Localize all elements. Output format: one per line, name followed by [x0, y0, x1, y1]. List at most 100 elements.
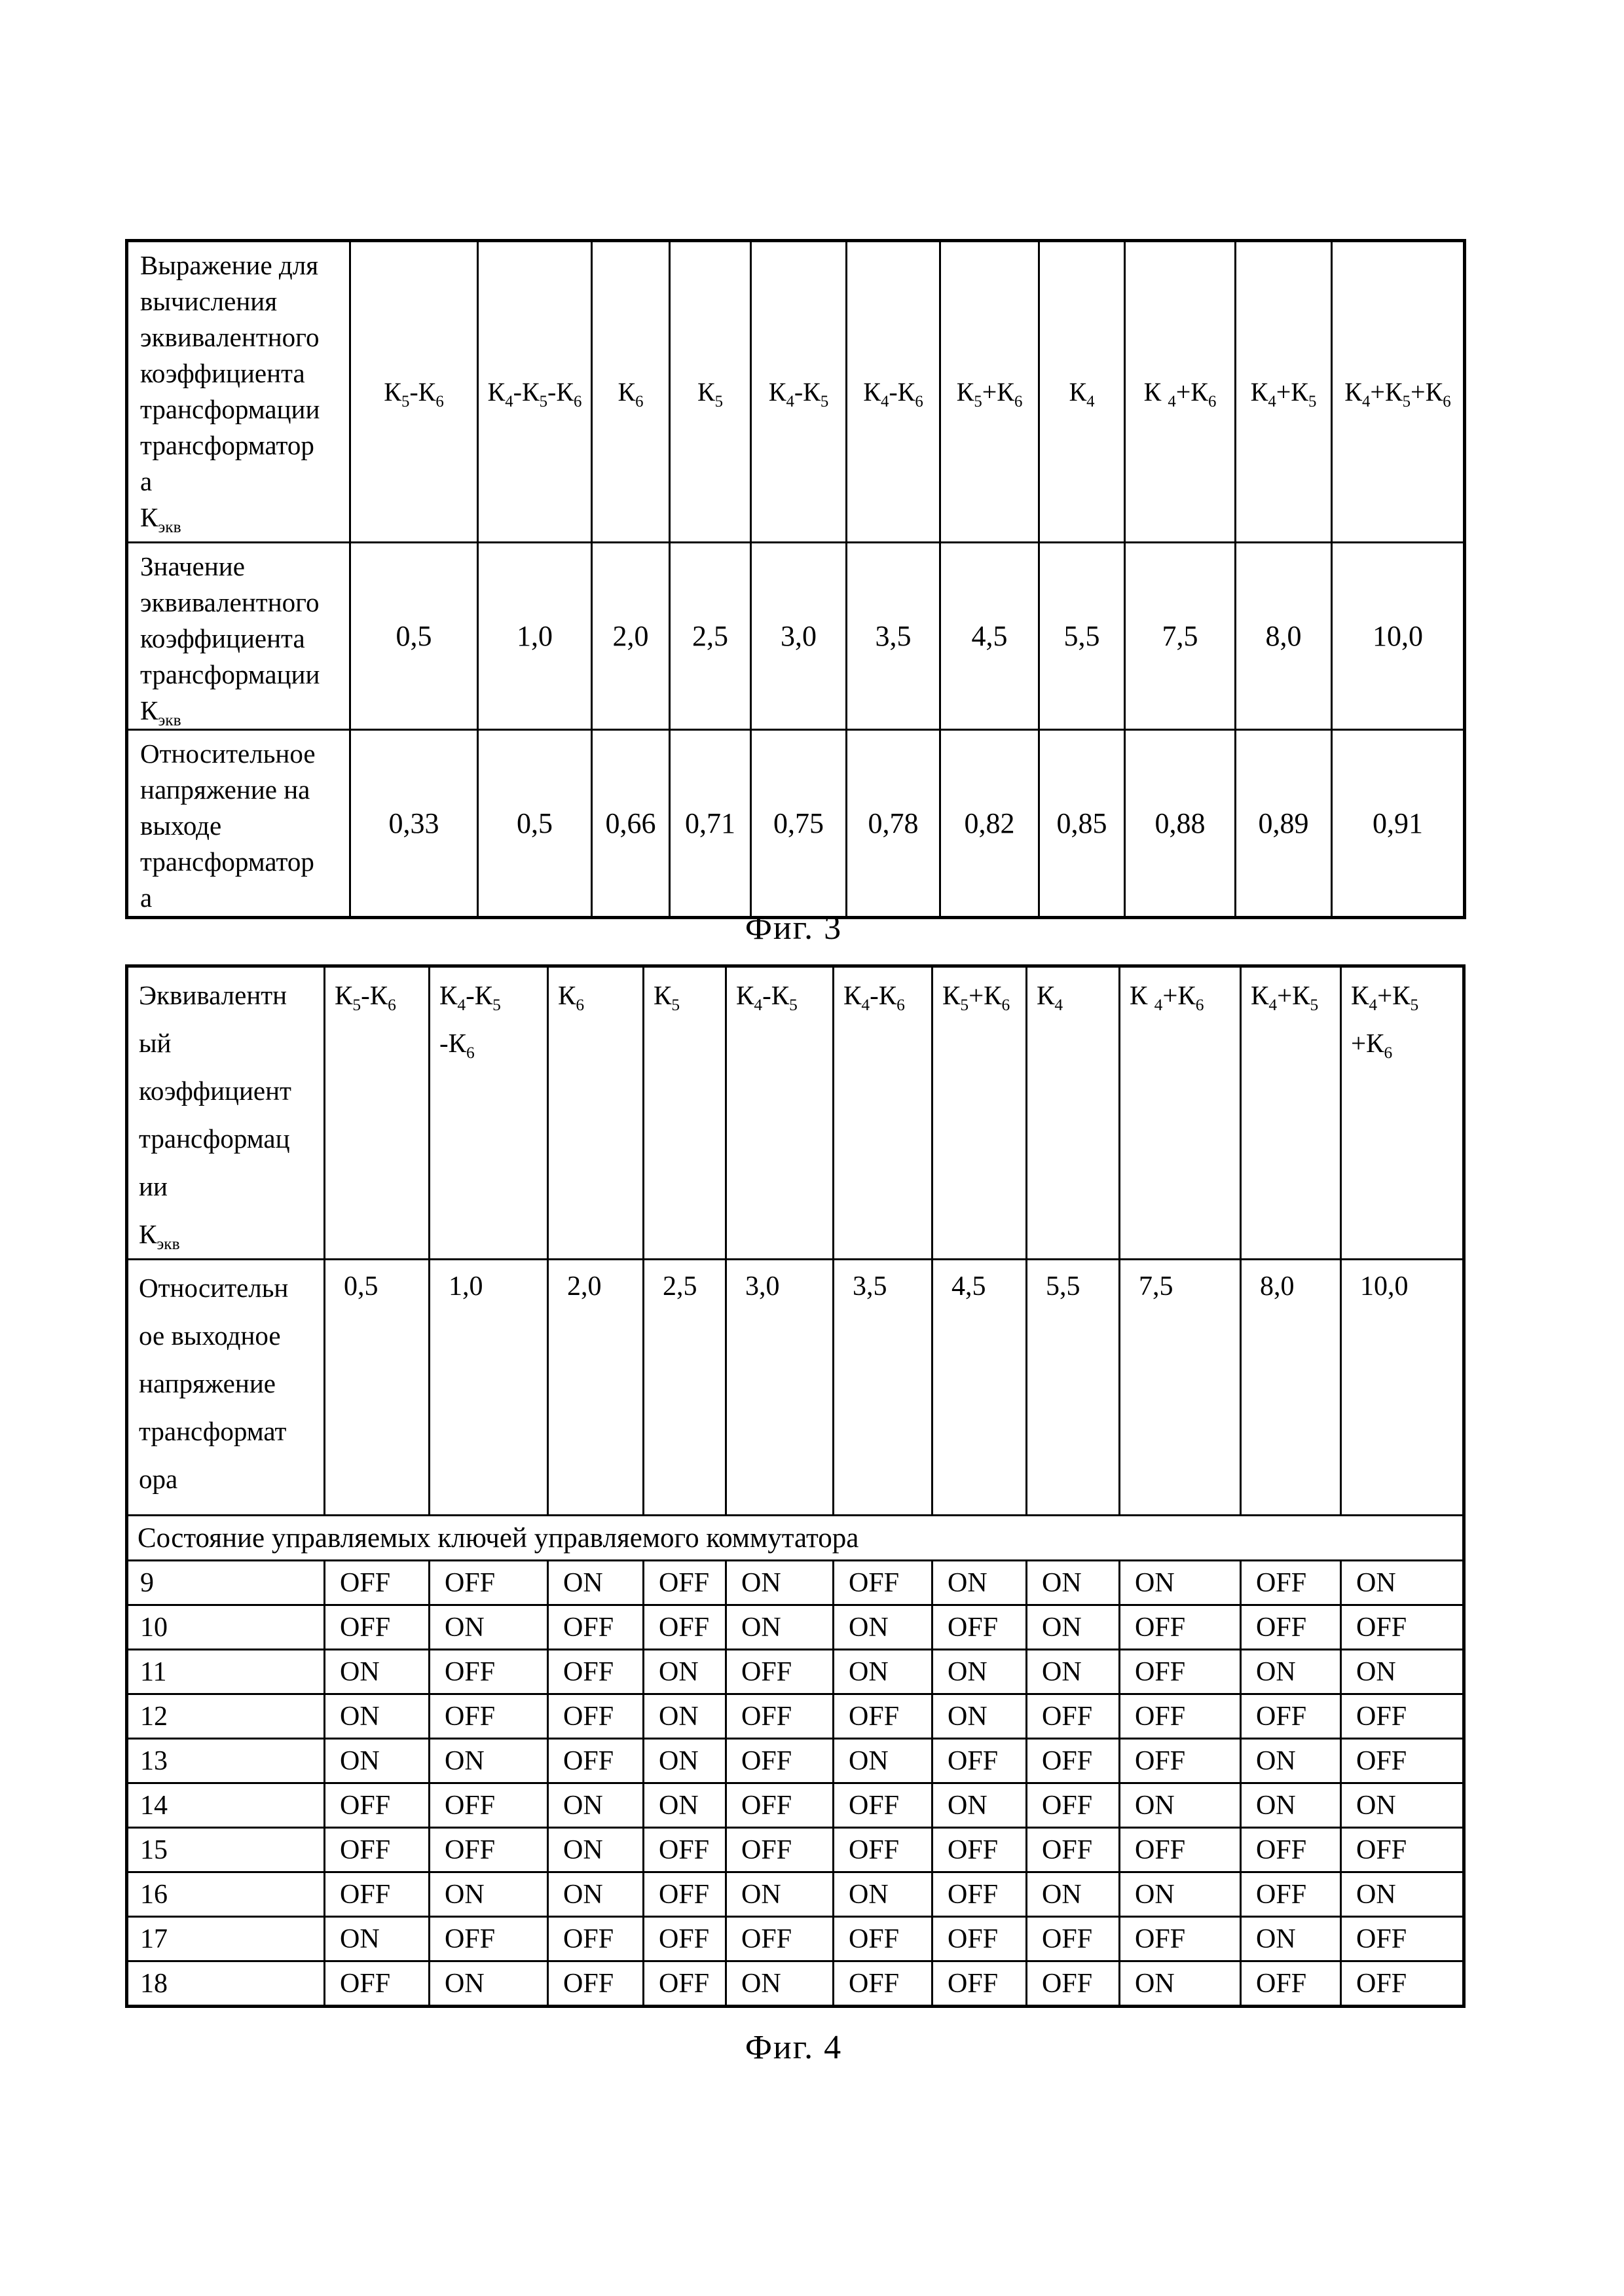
switch-state-cell: OFF: [725, 1827, 834, 1873]
switch-state-cell: ON: [323, 1693, 430, 1740]
column-header: К4-К5: [725, 965, 834, 1260]
switch-state-cell: ON: [642, 1693, 727, 1740]
switch-state-cell: OFF: [1118, 1738, 1242, 1784]
fig3-caption: Фиг. 3: [745, 909, 843, 947]
switch-state-cell: OFF: [1240, 1604, 1342, 1650]
switch-row: 18 OFF ON OFF OFF ON OFF OFF OFF ON OFF OFF: [126, 1960, 1465, 2007]
value-cell: 0,78: [845, 729, 941, 919]
label-line: эквивалентного: [140, 322, 320, 352]
column-header: К4-К5-К6: [477, 240, 593, 543]
label-line: напряжение: [139, 1368, 276, 1398]
value-cell: 4,5: [931, 1258, 1027, 1516]
switch-number: 14: [126, 1782, 325, 1829]
switch-state-cell: OFF: [1240, 1871, 1342, 1918]
switch-state-cell: OFF: [725, 1693, 834, 1740]
switch-state-cell: OFF: [1240, 1827, 1342, 1873]
switch-state-cell: ON: [725, 1604, 834, 1650]
switch-state-cell: ON: [1340, 1649, 1465, 1695]
switch-state-cell: ON: [1118, 1782, 1242, 1829]
switch-state-cell: OFF: [931, 1960, 1027, 2007]
label-line: коэффициент: [139, 1076, 291, 1106]
value-cell: 3,5: [832, 1258, 933, 1516]
switch-state-cell: OFF: [1118, 1827, 1242, 1873]
label-line: К4-К5: [439, 980, 501, 1015]
column-header: К4+К5+К6: [1331, 240, 1466, 543]
switch-state-cell: OFF: [725, 1738, 834, 1784]
switch-state-cell: OFF: [323, 1871, 430, 1918]
value-cell: 0,66: [591, 729, 671, 919]
switch-state-cell: ON: [428, 1738, 549, 1784]
switch-state-cell: OFF: [642, 1871, 727, 1918]
label-line: Относительное: [140, 738, 316, 769]
switch-state-cell: OFF: [547, 1738, 644, 1784]
switch-state-cell: OFF: [1340, 1738, 1465, 1784]
switch-state-cell: OFF: [1025, 1738, 1120, 1784]
label-line: К5-К6: [335, 980, 396, 1015]
switch-row: 15 OFF OFF ON OFF OFF OFF OFF OFF OFF OFF OFF: [126, 1827, 1465, 1873]
switch-state-cell: OFF: [1240, 1960, 1342, 2007]
value-cell: 7,5: [1124, 541, 1236, 731]
label-line: ии: [139, 1171, 168, 1201]
label-line: -К6: [439, 1028, 475, 1063]
label-line: трансформатор: [140, 430, 314, 460]
switch-state-cell: ON: [1025, 1559, 1120, 1606]
fig3-table: Выражение для вычисления эквивалентного коэ…: [125, 239, 1466, 919]
switch-state-cell: ON: [1240, 1649, 1342, 1695]
column-header: К4-К5 -К6: [428, 965, 549, 1260]
switch-number: 17: [126, 1916, 325, 1962]
switch-state-cell: OFF: [725, 1649, 834, 1695]
row-label: Эквивалентн ый коэффициент трансформац ии Кэк…: [126, 965, 325, 1260]
switch-state-cell: OFF: [931, 1827, 1027, 1873]
switch-state-cell: OFF: [1025, 1782, 1120, 1829]
switch-state-cell: ON: [1118, 1960, 1242, 2007]
label-line: трансформации: [140, 394, 320, 424]
column-header: К4+К5: [1240, 965, 1342, 1260]
switch-state-cell: OFF: [642, 1916, 727, 1962]
switch-state-cell: ON: [931, 1693, 1027, 1740]
label-line: Кэкв: [140, 695, 181, 730]
label-line: ый: [139, 1028, 172, 1058]
column-header: К5-К6: [323, 965, 430, 1260]
switch-state-cell: OFF: [428, 1916, 549, 1962]
switch-state-cell: OFF: [642, 1960, 727, 2007]
switch-number: 9: [126, 1559, 325, 1606]
label-line: К5: [654, 980, 680, 1015]
switch-state-cell: ON: [428, 1960, 549, 2007]
row-label: Выражение для вычисления эквивалентного коэ…: [126, 240, 351, 543]
switch-state-cell: OFF: [642, 1604, 727, 1650]
switch-number: 11: [126, 1649, 325, 1695]
value-cell: 0,71: [669, 729, 752, 919]
switch-state-cell: OFF: [1340, 1916, 1465, 1962]
switch-row: 17 ON OFF OFF OFF OFF OFF OFF OFF OFF ON OFF: [126, 1916, 1465, 1962]
column-header: К5+К6: [931, 965, 1027, 1260]
label-line: вычисления: [140, 286, 278, 316]
label-line: коэффициента: [140, 623, 305, 653]
switch-state-cell: ON: [725, 1960, 834, 2007]
label-line: трансформат: [139, 1416, 287, 1446]
label-line: выходе: [140, 811, 222, 841]
value-cell: 0,91: [1331, 729, 1466, 919]
row-label: Относительн ое выходное напряжение трансфор…: [126, 1258, 325, 1516]
switch-state-cell: OFF: [832, 1827, 933, 1873]
switch-state-cell: ON: [428, 1871, 549, 1918]
value-cell: 10,0: [1340, 1258, 1465, 1516]
switch-state-cell: OFF: [1118, 1916, 1242, 1962]
switch-state-cell: ON: [547, 1871, 644, 1918]
value-cell: 0,5: [477, 729, 593, 919]
column-header: К5: [669, 240, 752, 543]
section-header: Состояние управляемых ключей управляемог…: [126, 1514, 1465, 1561]
value-cell: 8,0: [1234, 541, 1333, 731]
switch-state-cell: ON: [547, 1827, 644, 1873]
column-header: К4: [1038, 240, 1126, 543]
switch-state-cell: OFF: [832, 1693, 933, 1740]
switch-state-cell: OFF: [832, 1559, 933, 1606]
switch-state-cell: ON: [1240, 1738, 1342, 1784]
switch-state-cell: ON: [832, 1649, 933, 1695]
switch-state-cell: ON: [931, 1559, 1027, 1606]
switch-state-cell: OFF: [832, 1916, 933, 1962]
switch-state-cell: OFF: [642, 1827, 727, 1873]
switch-state-cell: OFF: [931, 1871, 1027, 1918]
label-line: К4+К5: [1251, 980, 1319, 1015]
switch-state-cell: ON: [832, 1871, 933, 1918]
value-cell: 0,5: [323, 1258, 430, 1516]
